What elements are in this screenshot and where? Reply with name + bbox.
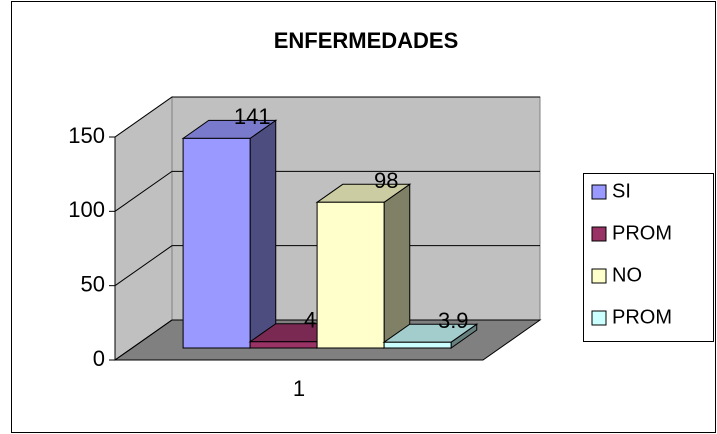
- legend-label: SI: [612, 180, 631, 202]
- y-tick-label: 0: [93, 346, 105, 371]
- grid-line: [114, 170, 540, 212]
- chart-title: ENFERMEDADES: [274, 28, 459, 53]
- legend-label: NO: [612, 264, 642, 286]
- legend-swatch: [591, 184, 607, 200]
- bar-side: [249, 119, 277, 349]
- value-label: 3.9: [438, 308, 469, 333]
- side-wall: [114, 96, 173, 361]
- value-label: 141: [234, 104, 271, 129]
- legend-label: PROM: [612, 222, 672, 244]
- grid-line: [114, 319, 540, 361]
- legend-swatch: [591, 310, 607, 326]
- y-tick-label: 50: [81, 271, 105, 296]
- legend-label: PROM: [612, 306, 672, 328]
- value-label: 98: [374, 168, 398, 193]
- legend-swatch: [591, 268, 607, 284]
- grid-line: [114, 96, 540, 138]
- bar-front: [182, 137, 251, 349]
- bar: [382, 323, 479, 349]
- bar-front: [383, 341, 452, 349]
- x-tick-label: 1: [293, 376, 305, 401]
- bar: [181, 119, 278, 349]
- bar-front: [316, 201, 385, 349]
- bar-side: [383, 183, 411, 349]
- legend-swatch: [591, 226, 607, 242]
- y-tick-label: 150: [68, 123, 105, 148]
- y-tick-label: 100: [68, 197, 105, 222]
- bar: [315, 183, 412, 349]
- bar-front: [249, 341, 318, 349]
- grid-line: [114, 245, 540, 287]
